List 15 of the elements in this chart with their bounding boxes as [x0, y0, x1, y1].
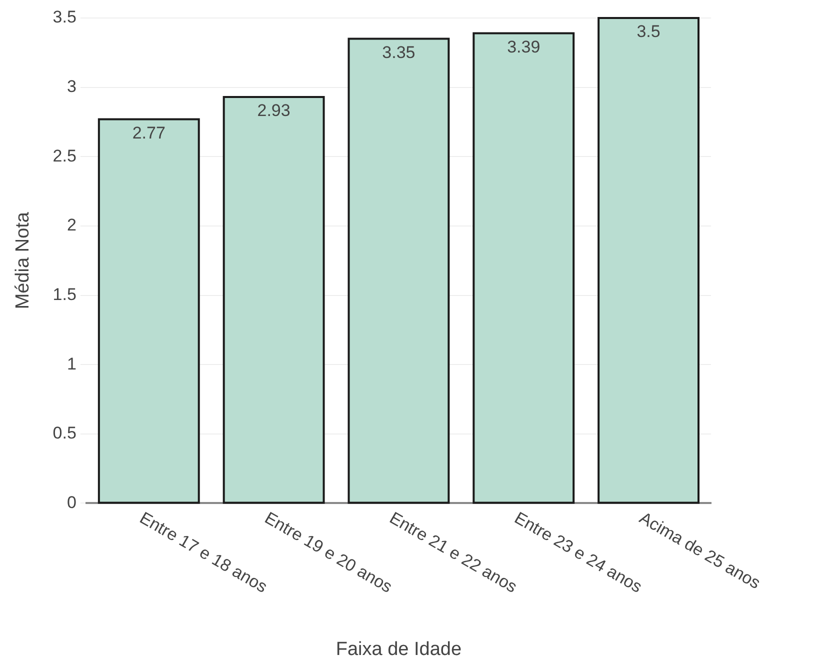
data-label: 3.35	[382, 42, 416, 62]
data-label: 2.93	[257, 101, 290, 120]
y-tick-label: 1	[66, 354, 76, 374]
y-tick-label: 2	[66, 216, 76, 235]
x-axis-title: Faixa de Idade	[336, 638, 462, 660]
y-tick-label: 3	[66, 77, 76, 96]
y-tick-label: 1.5	[52, 284, 76, 304]
y-tick-label: 0	[66, 492, 76, 512]
y-tick-label: 0.5	[52, 424, 76, 443]
y-tick-label: 3.5	[52, 8, 76, 27]
y-tick-label: 2.5	[52, 146, 76, 166]
data-label: 3.39	[507, 37, 540, 56]
data-label: 3.5	[636, 22, 660, 42]
y-axis-title: Média Nota	[12, 212, 34, 310]
data-label: 2.77	[132, 123, 166, 142]
